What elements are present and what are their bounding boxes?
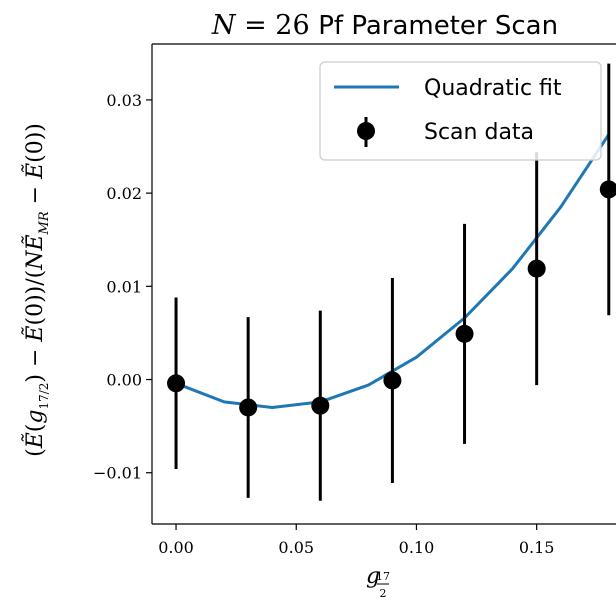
y-tick-label: 0.03 [106,91,142,110]
x-axis-label: g 17 2 [366,564,390,600]
svg-text:g: g [366,564,380,589]
data-point-layer [167,180,616,417]
plot-area: 0.00 0.05 0.10 0.15 −0.01 0.00 0.01 0.02 0.03 [93,43,616,557]
x-tick-label: 0.00 [158,538,194,557]
svg-text:2: 2 [380,587,387,600]
y-tick-label: 0.01 [106,277,142,296]
y-axis-ticks: −0.01 0.00 0.01 0.02 0.03 [93,91,152,483]
legend-label-fit: Quadratic fit [424,76,562,101]
data-point [167,374,186,393]
x-axis-ticks: 0.00 0.05 0.10 0.15 [158,524,554,557]
data-point [239,398,258,417]
data-point [527,259,546,278]
chart-title: N = 26 Pf Parameter Scan [211,10,558,41]
data-point [455,324,474,343]
svg-text:N = 26 Pf Parameter Scan: N = 26 Pf Parameter Scan [211,10,558,41]
x-tick-label: 0.10 [399,538,435,557]
y-tick-label: −0.01 [93,464,142,483]
legend-label-data: Scan data [424,120,534,145]
x-tick-label: 0.15 [519,538,555,557]
x-tick-label: 0.05 [278,538,314,557]
y-tick-label: 0.02 [106,184,142,203]
y-tick-label: 0.00 [106,371,142,390]
data-point [599,180,616,199]
svg-text:(Ẽ(g17/2) − Ẽ(0))/(NẼ̄MR − Ẽ(0: (Ẽ(g17/2) − Ẽ(0))/(NẼ̄MR − Ẽ(0)) [20,123,52,457]
svg-text:17: 17 [376,570,390,583]
data-point [311,396,330,415]
data-point [383,371,402,390]
y-axis-label: (Ẽ(g17/2) − Ẽ(0))/(NẼ̄MR − Ẽ(0)) [20,123,52,457]
legend-swatch-data-marker [357,122,375,140]
legend: Quadratic fit Scan data [319,61,602,161]
